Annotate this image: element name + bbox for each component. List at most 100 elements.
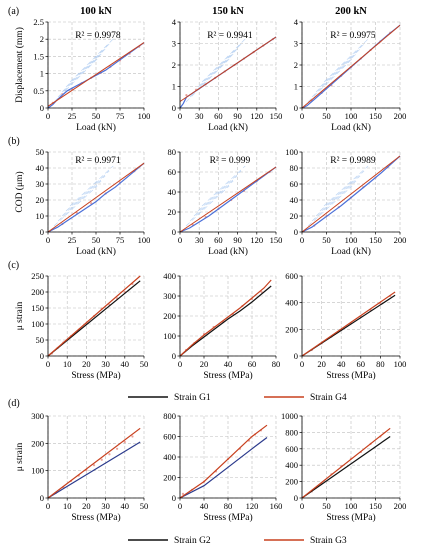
x-axis-label: Stress (MPa) (71, 370, 120, 381)
x-tick-label: 150 (369, 235, 382, 245)
x-tick-label: 75 (116, 235, 125, 245)
y-tick-label: 40 (168, 187, 177, 197)
y-tick-label: 0 (172, 493, 176, 503)
x-tick-label: 100 (345, 111, 358, 121)
y-tick-label: 0 (40, 103, 44, 113)
x-tick-label: 200 (394, 501, 407, 511)
series-line (301, 291, 396, 357)
series-line (47, 280, 141, 357)
y-tick-label: 300 (31, 411, 44, 421)
y-tick-label: 1 (172, 82, 176, 92)
column-title: 100 kN (80, 6, 112, 17)
y-tick-label: 800 (285, 427, 298, 437)
series-line (301, 427, 391, 499)
x-tick-label: 75 (116, 111, 125, 121)
data-point (131, 435, 134, 438)
y-tick-label: 2 (294, 60, 298, 70)
y-tick-label: 4 (172, 17, 177, 27)
y-tick-label: 40 (290, 195, 299, 205)
y-tick-label: 60 (290, 179, 299, 189)
data-point (185, 94, 188, 97)
x-tick-label: 50 (140, 501, 149, 511)
x-tick-label: 150 (270, 235, 283, 245)
x-tick-label: 60 (214, 111, 223, 121)
panel-label: (a) (8, 6, 19, 17)
r-squared-label: R² = 0.9971 (75, 156, 121, 166)
x-tick-label: 50 (92, 111, 101, 121)
r-squared-label: R² = 0.999 (210, 156, 251, 166)
data-point (92, 464, 96, 467)
x-tick-label: 10 (63, 359, 72, 369)
y-tick-label: 3 (172, 39, 176, 49)
x-tick-label: 30 (195, 235, 204, 245)
y-tick-label: 0 (294, 493, 298, 503)
y-tick-label: 200 (163, 473, 176, 483)
x-tick-label: 40 (200, 501, 209, 511)
x-tick-label: 60 (248, 359, 257, 369)
x-tick-label: 40 (121, 501, 130, 511)
x-axis-label: Stress (MPa) (326, 512, 375, 523)
series-line (179, 279, 272, 357)
x-axis-label: Load (kN) (208, 122, 248, 133)
y-tick-label: 0 (172, 227, 176, 237)
series-line (301, 24, 401, 109)
y-tick-label: 0 (40, 227, 44, 237)
x-tick-label: 0 (300, 235, 304, 245)
x-tick-label: 0 (178, 501, 182, 511)
x-tick-label: 60 (357, 359, 366, 369)
y-tick-label: 80 (290, 163, 299, 173)
y-tick-label: 600 (285, 271, 298, 281)
x-tick-label: 100 (138, 235, 151, 245)
x-tick-label: 25 (68, 235, 77, 245)
y-tick-label: 100 (31, 466, 44, 476)
data-point (100, 458, 103, 461)
y-axis-label: COD (μm) (14, 171, 25, 212)
series-line (179, 285, 272, 357)
y-tick-label: 2 (40, 34, 44, 44)
x-tick-label: 30 (195, 111, 204, 121)
y-tick-label: 2.5 (33, 17, 44, 27)
r-squared-label: R² = 0.9978 (75, 31, 121, 41)
r-squared-label: R² = 0.9941 (207, 31, 253, 41)
y-tick-label: 50 (36, 147, 45, 157)
x-tick-label: 100 (345, 235, 358, 245)
series-line (47, 427, 141, 499)
x-tick-label: 40 (224, 359, 233, 369)
y-tick-label: 30 (36, 179, 45, 189)
series-line (179, 166, 277, 233)
x-tick-label: 200 (394, 111, 407, 121)
series-line (47, 275, 141, 357)
y-tick-label: 200 (31, 287, 44, 297)
y-axis-label: μ strain (15, 442, 25, 471)
y-tick-label: 20 (290, 211, 299, 221)
y-tick-label: 200 (163, 311, 176, 321)
y-tick-label: 400 (163, 271, 176, 281)
legend-c-entry: Strain G1 (174, 393, 211, 403)
column-title: 200 kN (335, 6, 367, 17)
y-tick-label: 1 (294, 82, 298, 92)
y-tick-label: 250 (31, 271, 44, 281)
x-axis-label: Load (kN) (76, 122, 116, 133)
x-tick-label: 25 (68, 111, 77, 121)
r-squared-label: R² = 0.9989 (330, 156, 376, 166)
series-line (301, 155, 401, 233)
y-tick-label: 300 (163, 291, 176, 301)
x-tick-label: 0 (300, 111, 304, 121)
series-line (179, 424, 268, 499)
x-tick-label: 0 (178, 359, 182, 369)
series-line (47, 42, 145, 107)
y-tick-label: 4 (294, 17, 299, 27)
x-tick-label: 80 (224, 501, 233, 511)
x-tick-label: 100 (345, 501, 358, 511)
series-line (47, 162, 145, 233)
x-tick-label: 150 (369, 501, 382, 511)
r-squared-label: R² = 0.9975 (330, 31, 376, 41)
series-line (47, 441, 141, 499)
y-axis-label: Displacement (mm) (14, 27, 25, 103)
y-tick-label: 200 (285, 324, 298, 334)
panel-label: (b) (8, 136, 20, 147)
data-point (108, 453, 111, 456)
y-tick-label: 0 (294, 227, 298, 237)
